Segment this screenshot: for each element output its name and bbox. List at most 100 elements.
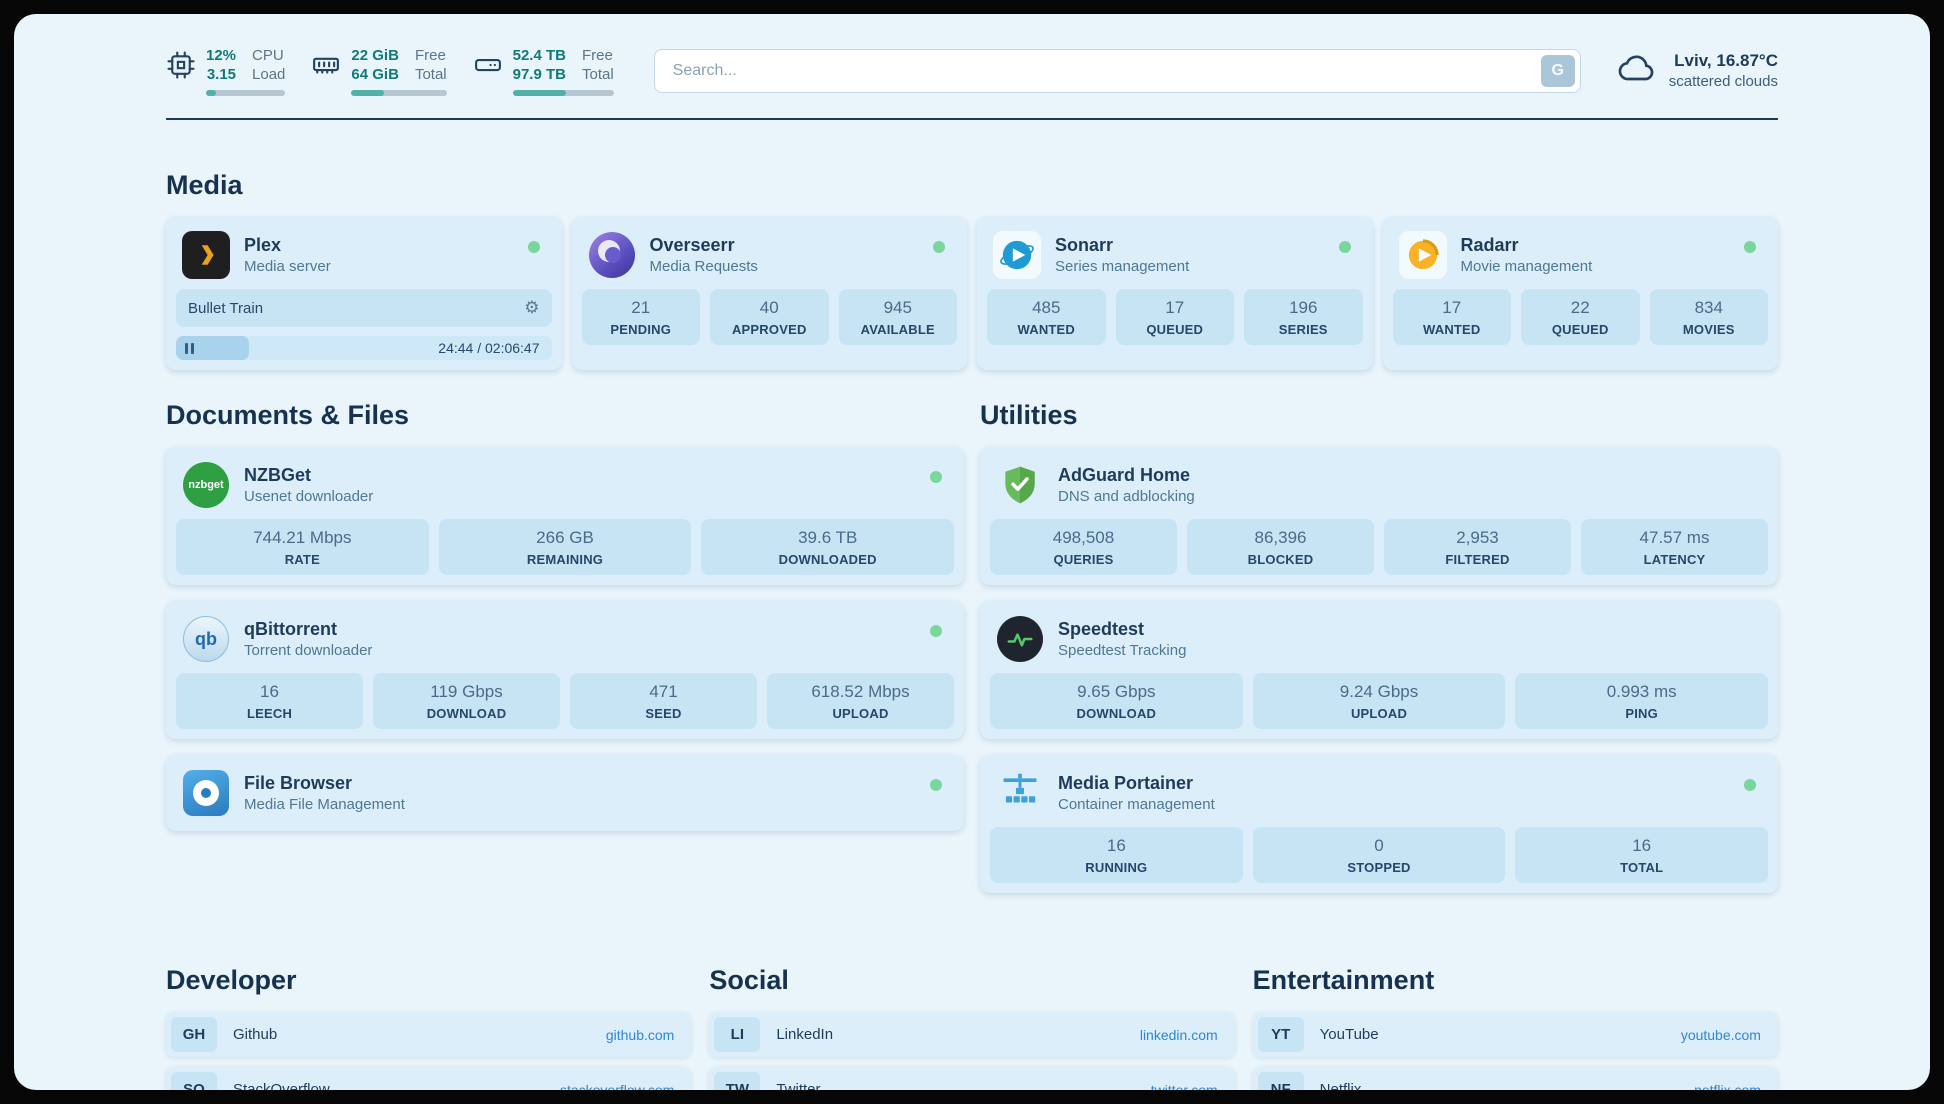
search-input[interactable] bbox=[653, 49, 1581, 93]
stat-value: 16 bbox=[1632, 836, 1652, 855]
stat-value: 9.24 Gbps bbox=[1339, 682, 1419, 701]
speedtest-icon bbox=[996, 615, 1044, 663]
stat-tile: 9.65 Gbps DOWNLOAD bbox=[990, 673, 1243, 729]
section-title-social: Social bbox=[709, 965, 789, 995]
sonarr-card: Sonarr Series management 485 WANTED 17 Q… bbox=[977, 217, 1373, 370]
stat-value: 39.6 TB bbox=[798, 528, 858, 547]
stat-tile: 17 WANTED bbox=[1392, 289, 1511, 345]
section-title-entertainment: Entertainment bbox=[1252, 965, 1435, 995]
stat-value: 86,396 bbox=[1254, 528, 1307, 547]
stat-label: DOWNLOAD bbox=[426, 706, 507, 721]
developer-column: Developer GH Github github.com SO StackO… bbox=[166, 909, 692, 1091]
bookmark-name: Github bbox=[233, 1026, 278, 1043]
now-playing-tile: Bullet Train ⚙ bbox=[176, 289, 552, 327]
disk-icon bbox=[473, 50, 503, 85]
stat-value: 9.65 Gbps bbox=[1077, 682, 1156, 701]
stat-value: 22 bbox=[1570, 298, 1590, 317]
bookmark-abbr: LI bbox=[714, 1017, 761, 1052]
gear-icon[interactable]: ⚙ bbox=[524, 298, 540, 317]
sonarr-app-link[interactable]: Sonarr Series management bbox=[987, 227, 1363, 289]
radarr-card: Radarr Movie management 17 WANTED 22 QUE… bbox=[1382, 217, 1778, 370]
entertainment-column: Entertainment YT YouTube youtube.com NF … bbox=[1252, 909, 1778, 1090]
stat-label: PING bbox=[1625, 706, 1658, 721]
stat-label: LEECH bbox=[246, 706, 293, 721]
bookmark-linkedin[interactable]: LI LinkedIn linkedin.com bbox=[709, 1012, 1235, 1057]
bookmark-url: stackoverflow.com bbox=[559, 1081, 675, 1091]
disk-progress-bar bbox=[512, 90, 614, 96]
cpu-progress-bar bbox=[206, 90, 286, 96]
weather-widget: Lviv, 16.87°C scattered clouds bbox=[1617, 49, 1778, 94]
adguard-app-link[interactable]: AdGuard Home DNS and adblocking bbox=[990, 457, 1768, 519]
bookmark-twitter[interactable]: TW Twitter twitter.com bbox=[709, 1067, 1235, 1091]
plex-app-link[interactable]: Plex Media server bbox=[176, 227, 552, 289]
bookmark-url: linkedin.com bbox=[1139, 1026, 1218, 1043]
filebrowser-app-link[interactable]: File Browser Media File Management bbox=[176, 765, 954, 821]
stat-tile: 40 APPROVED bbox=[710, 289, 829, 345]
stat-value: 47.57 ms bbox=[1639, 528, 1710, 547]
nzbget-app-link[interactable]: nzbget NZBGet Usenet downloader bbox=[176, 457, 954, 519]
stat-value: 485 bbox=[1032, 298, 1061, 317]
bookmark-stackoverflow[interactable]: SO StackOverflow stackoverflow.com bbox=[166, 1067, 692, 1091]
bookmark-url: github.com bbox=[605, 1026, 675, 1043]
stat-label: WANTED bbox=[1422, 322, 1481, 337]
stat-label: AVAILABLE bbox=[860, 322, 935, 337]
cpu-usage-value: 12% bbox=[206, 47, 237, 64]
weather-location: Lviv, 16.87°C bbox=[1674, 51, 1778, 70]
stat-value: 40 bbox=[759, 298, 779, 317]
status-dot bbox=[930, 779, 942, 791]
stat-value: 498,508 bbox=[1052, 528, 1115, 547]
qbittorrent-app-link[interactable]: qb qBittorrent Torrent downloader bbox=[176, 611, 954, 673]
stat-label: WANTED bbox=[1017, 322, 1076, 337]
app-name: AdGuard Home bbox=[1058, 465, 1191, 485]
bookmark-abbr: GH bbox=[171, 1017, 217, 1052]
speedtest-app-link[interactable]: Speedtest Speedtest Tracking bbox=[990, 611, 1768, 673]
app-name: qBittorrent bbox=[244, 619, 337, 639]
stat-value: 744.21 Mbps bbox=[253, 528, 352, 547]
disk-total-value: 97.9 TB bbox=[512, 66, 566, 83]
disk-free-value: 52.4 TB bbox=[512, 47, 566, 64]
search-engine-button[interactable]: G bbox=[1540, 55, 1575, 87]
cloud-icon bbox=[1617, 49, 1657, 94]
media-card-row: Plex Media server Bullet Train ⚙ 24:44 /… bbox=[166, 217, 1778, 370]
disk-total-label: Total bbox=[581, 66, 614, 83]
plex-card: Plex Media server Bullet Train ⚙ 24:44 /… bbox=[166, 217, 562, 370]
qbittorrent-card: qb qBittorrent Torrent downloader 16 LEE… bbox=[166, 601, 964, 739]
stat-tile: 47.57 ms LATENCY bbox=[1581, 519, 1768, 575]
dashboard-page: 12% 3.15 CPU Load bbox=[14, 14, 1930, 1090]
nzbget-card: nzbget NZBGet Usenet downloader 744.21 M… bbox=[166, 447, 964, 585]
stat-label: SERIES bbox=[1278, 322, 1328, 337]
bookmark-github[interactable]: GH Github github.com bbox=[166, 1012, 692, 1057]
memory-free-value: 22 GiB bbox=[351, 47, 399, 64]
app-name: File Browser bbox=[244, 773, 353, 793]
overseerr-card: Overseerr Media Requests 21 PENDING 40 A… bbox=[571, 217, 967, 370]
stat-value: 0.993 ms bbox=[1606, 682, 1677, 701]
stat-tile: 17 QUEUED bbox=[1115, 289, 1234, 345]
overseerr-app-link[interactable]: Overseerr Media Requests bbox=[582, 227, 958, 289]
memory-total-value: 64 GiB bbox=[351, 66, 399, 83]
portainer-card: Media Portainer Container management 16 … bbox=[980, 755, 1778, 893]
filebrowser-icon bbox=[182, 769, 230, 817]
radarr-app-link[interactable]: Radarr Movie management bbox=[1393, 227, 1769, 289]
stat-label: QUERIES bbox=[1053, 552, 1114, 567]
stat-value: 834 bbox=[1694, 298, 1723, 317]
status-dot bbox=[933, 241, 945, 253]
sonarr-icon bbox=[993, 231, 1041, 279]
stat-tile: 21 PENDING bbox=[581, 289, 700, 345]
pause-button[interactable] bbox=[176, 336, 250, 360]
stat-tile: 16 LEECH bbox=[176, 673, 363, 729]
stat-value: 618.52 Mbps bbox=[811, 682, 910, 701]
status-dot bbox=[1338, 241, 1351, 253]
stat-value: 17 bbox=[1165, 298, 1185, 317]
app-subtitle: Movie management bbox=[1460, 258, 1593, 275]
overseerr-icon bbox=[588, 231, 636, 279]
stat-label: BLOCKED bbox=[1247, 552, 1314, 567]
portainer-app-link[interactable]: Media Portainer Container management bbox=[990, 765, 1768, 827]
memory-icon bbox=[311, 50, 341, 85]
stat-tile: 16 TOTAL bbox=[1515, 827, 1769, 883]
bookmark-youtube[interactable]: YT YouTube youtube.com bbox=[1252, 1012, 1778, 1057]
bookmark-url: twitter.com bbox=[1150, 1081, 1218, 1091]
bookmark-netflix[interactable]: NF Netflix netflix.com bbox=[1252, 1067, 1778, 1090]
memory-progress-bar bbox=[351, 90, 447, 96]
stat-label: QUEUED bbox=[1146, 322, 1204, 337]
